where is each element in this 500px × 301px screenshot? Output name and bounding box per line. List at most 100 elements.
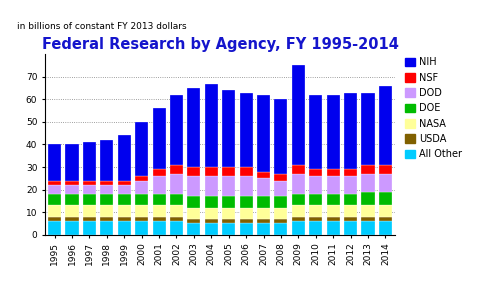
Bar <box>205 84 218 167</box>
Bar <box>222 208 235 219</box>
Bar <box>292 174 305 194</box>
Bar <box>240 223 252 235</box>
Bar <box>100 205 114 217</box>
Bar <box>292 194 305 205</box>
Bar <box>83 185 96 194</box>
Bar <box>257 208 270 219</box>
Bar <box>240 93 252 167</box>
Bar <box>83 221 96 235</box>
Bar <box>48 144 61 181</box>
Bar <box>48 221 61 235</box>
Bar <box>118 221 131 235</box>
Bar <box>66 185 78 194</box>
Bar <box>222 90 235 167</box>
Bar <box>152 176 166 194</box>
Bar <box>379 221 392 235</box>
Bar <box>257 219 270 223</box>
Bar <box>135 205 148 217</box>
Bar <box>170 205 183 217</box>
Bar <box>135 181 148 194</box>
Bar <box>188 219 200 223</box>
Bar <box>379 192 392 205</box>
Bar <box>83 194 96 205</box>
Bar <box>274 99 287 174</box>
Bar <box>362 217 374 221</box>
Bar <box>66 181 78 185</box>
Bar <box>66 217 78 221</box>
Bar <box>205 219 218 223</box>
Bar <box>205 197 218 208</box>
Bar <box>309 194 322 205</box>
Bar <box>240 167 252 176</box>
Bar <box>66 194 78 205</box>
Bar <box>83 205 96 217</box>
Bar <box>309 221 322 235</box>
Bar <box>326 169 340 176</box>
Bar <box>274 174 287 181</box>
Bar <box>83 142 96 181</box>
Bar <box>379 174 392 192</box>
Bar <box>309 169 322 176</box>
Bar <box>240 219 252 223</box>
Bar <box>100 140 114 181</box>
Bar <box>152 194 166 205</box>
Bar <box>135 176 148 181</box>
Bar <box>274 223 287 235</box>
Bar <box>292 205 305 217</box>
Bar <box>344 93 357 169</box>
Bar <box>118 181 131 185</box>
Bar <box>344 221 357 235</box>
Bar <box>135 122 148 176</box>
Bar <box>188 197 200 208</box>
Bar <box>118 217 131 221</box>
Bar <box>222 197 235 208</box>
Bar <box>292 66 305 165</box>
Bar <box>362 221 374 235</box>
Bar <box>309 217 322 221</box>
Bar <box>100 181 114 185</box>
Bar <box>118 185 131 194</box>
Bar <box>292 221 305 235</box>
Bar <box>309 95 322 169</box>
Bar <box>100 221 114 235</box>
Bar <box>257 197 270 208</box>
Bar <box>362 174 374 192</box>
Bar <box>205 176 218 197</box>
Bar <box>100 185 114 194</box>
Bar <box>257 172 270 178</box>
Bar <box>170 95 183 165</box>
Bar <box>118 135 131 181</box>
Bar <box>205 208 218 219</box>
Bar <box>344 217 357 221</box>
Bar <box>83 181 96 185</box>
Bar <box>257 95 270 172</box>
Bar <box>188 208 200 219</box>
Bar <box>362 192 374 205</box>
Bar <box>66 205 78 217</box>
Bar <box>379 217 392 221</box>
Bar <box>135 194 148 205</box>
Bar <box>205 167 218 176</box>
Bar <box>257 223 270 235</box>
Text: in billions of constant FY 2013 dollars: in billions of constant FY 2013 dollars <box>17 22 186 31</box>
Bar <box>48 205 61 217</box>
Bar <box>274 219 287 223</box>
Bar <box>170 194 183 205</box>
Bar <box>379 205 392 217</box>
Bar <box>188 176 200 197</box>
Bar <box>344 176 357 194</box>
Bar <box>362 93 374 165</box>
Bar <box>66 144 78 181</box>
Bar <box>118 194 131 205</box>
Bar <box>188 223 200 235</box>
Bar <box>326 176 340 194</box>
Bar <box>222 176 235 197</box>
Bar <box>100 217 114 221</box>
Bar <box>240 197 252 208</box>
Bar <box>257 178 270 197</box>
Bar <box>222 223 235 235</box>
Bar <box>170 221 183 235</box>
Bar <box>170 165 183 174</box>
Bar <box>344 169 357 176</box>
Bar <box>309 176 322 194</box>
